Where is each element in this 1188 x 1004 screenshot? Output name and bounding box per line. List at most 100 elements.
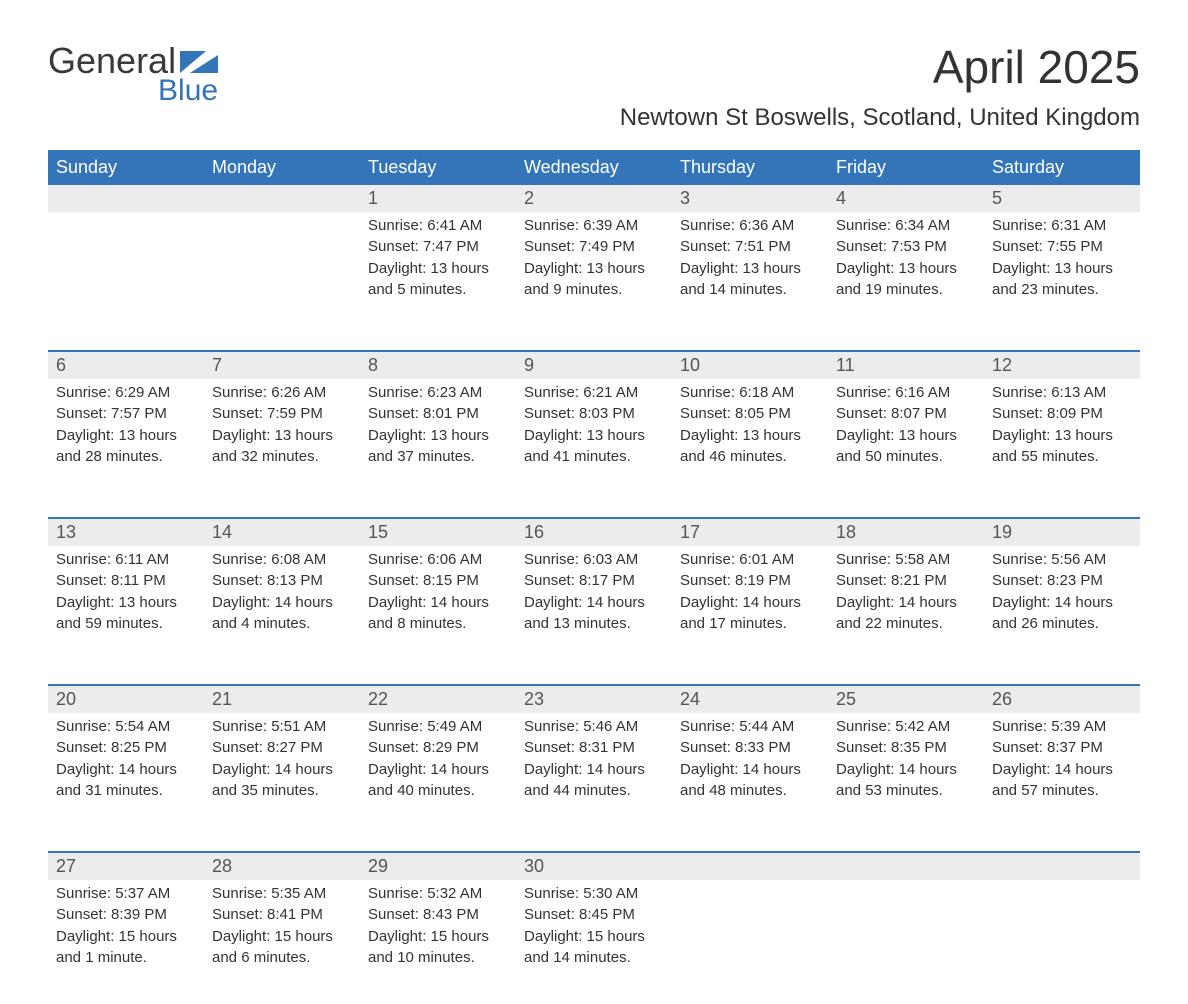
day-dl1: Daylight: 14 hours [212,593,352,613]
day-sunrise: Sunrise: 5:56 AM [992,550,1132,570]
day-sunset: Sunset: 8:21 PM [836,571,976,591]
day-sunrise: Sunrise: 6:26 AM [212,383,352,403]
day-number: 27 [48,853,204,880]
day-sunset: Sunset: 8:01 PM [368,404,508,424]
day-dl1: Daylight: 15 hours [56,927,196,947]
day-number: 4 [828,185,984,212]
day-sunrise: Sunrise: 6:36 AM [680,216,820,236]
day-number: 18 [828,519,984,546]
day-sunset: Sunset: 7:47 PM [368,237,508,257]
daynum-row: 12345 [48,185,1140,212]
day-dl1: Daylight: 13 hours [56,426,196,446]
logo: General Blue [48,40,218,108]
day-cell-body: Sunrise: 6:23 AMSunset: 8:01 PMDaylight:… [360,379,516,467]
day-cell: Sunrise: 5:58 AMSunset: 8:21 PMDaylight:… [828,546,984,670]
day-number: 25 [828,686,984,713]
day-dl1: Daylight: 13 hours [524,259,664,279]
day-number: 9 [516,352,672,379]
day-number: 2 [516,185,672,212]
day-number: 28 [204,853,360,880]
day-sunrise: Sunrise: 6:18 AM [680,383,820,403]
day-number: 26 [984,686,1140,713]
day-dl1: Daylight: 14 hours [212,760,352,780]
day-cell: Sunrise: 6:11 AMSunset: 8:11 PMDaylight:… [48,546,204,670]
day-dl1: Daylight: 14 hours [836,760,976,780]
day-cell: Sunrise: 6:23 AMSunset: 8:01 PMDaylight:… [360,379,516,503]
day-cell: Sunrise: 6:01 AMSunset: 8:19 PMDaylight:… [672,546,828,670]
day-sunrise: Sunrise: 5:32 AM [368,884,508,904]
day-sunrise: Sunrise: 5:49 AM [368,717,508,737]
day-cell-body: Sunrise: 5:49 AMSunset: 8:29 PMDaylight:… [360,713,516,801]
day-cell: Sunrise: 6:26 AMSunset: 7:59 PMDaylight:… [204,379,360,503]
day-cell: Sunrise: 6:16 AMSunset: 8:07 PMDaylight:… [828,379,984,503]
day-dl1: Daylight: 13 hours [680,259,820,279]
day-cell: Sunrise: 6:34 AMSunset: 7:53 PMDaylight:… [828,212,984,336]
day-cell-body: Sunrise: 5:46 AMSunset: 8:31 PMDaylight:… [516,713,672,801]
day-sunrise: Sunrise: 6:29 AM [56,383,196,403]
day-cell: Sunrise: 6:18 AMSunset: 8:05 PMDaylight:… [672,379,828,503]
day-cell: Sunrise: 6:06 AMSunset: 8:15 PMDaylight:… [360,546,516,670]
day-cell-body: Sunrise: 5:35 AMSunset: 8:41 PMDaylight:… [204,880,360,968]
day-cell-body: Sunrise: 6:06 AMSunset: 8:15 PMDaylight:… [360,546,516,634]
day-cell-body: Sunrise: 6:34 AMSunset: 7:53 PMDaylight:… [828,212,984,300]
daynum-row: 27282930 [48,851,1140,880]
day-sunset: Sunset: 8:27 PM [212,738,352,758]
day-sunrise: Sunrise: 6:31 AM [992,216,1132,236]
day-sunset: Sunset: 7:53 PM [836,237,976,257]
day-cell: Sunrise: 5:30 AMSunset: 8:45 PMDaylight:… [516,880,672,1004]
logo-line2: Blue [48,74,218,108]
day-sunset: Sunset: 7:51 PM [680,237,820,257]
day-sunrise: Sunrise: 5:42 AM [836,717,976,737]
day-dl2: and 26 minutes. [992,614,1132,634]
day-sunset: Sunset: 8:35 PM [836,738,976,758]
dayhead: Tuesday [360,150,516,185]
day-cell: Sunrise: 6:39 AMSunset: 7:49 PMDaylight:… [516,212,672,336]
day-cell: Sunrise: 5:54 AMSunset: 8:25 PMDaylight:… [48,713,204,837]
location: Newtown St Boswells, Scotland, United Ki… [620,104,1140,132]
day-cell: Sunrise: 5:35 AMSunset: 8:41 PMDaylight:… [204,880,360,1004]
weeks-container: 12345Sunrise: 6:41 AMSunset: 7:47 PMDayl… [48,185,1140,1004]
day-cell-body: Sunrise: 5:58 AMSunset: 8:21 PMDaylight:… [828,546,984,634]
day-cell-body: Sunrise: 5:32 AMSunset: 8:43 PMDaylight:… [360,880,516,968]
day-number: 14 [204,519,360,546]
day-dl2: and 17 minutes. [680,614,820,634]
dayhead: Saturday [984,150,1140,185]
day-dl1: Daylight: 15 hours [368,927,508,947]
day-sunset: Sunset: 7:49 PM [524,237,664,257]
day-cell-body: Sunrise: 6:11 AMSunset: 8:11 PMDaylight:… [48,546,204,634]
day-cell [984,880,1140,1004]
day-sunset: Sunset: 8:13 PM [212,571,352,591]
day-cell-body: Sunrise: 6:21 AMSunset: 8:03 PMDaylight:… [516,379,672,467]
day-dl1: Daylight: 14 hours [524,760,664,780]
day-number: 22 [360,686,516,713]
day-cell-body: Sunrise: 6:39 AMSunset: 7:49 PMDaylight:… [516,212,672,300]
day-dl2: and 6 minutes. [212,948,352,968]
day-cell [204,212,360,336]
day-cell-body: Sunrise: 6:03 AMSunset: 8:17 PMDaylight:… [516,546,672,634]
daynum-row: 20212223242526 [48,684,1140,713]
day-cell-body: Sunrise: 5:39 AMSunset: 8:37 PMDaylight:… [984,713,1140,801]
day-dl1: Daylight: 14 hours [992,760,1132,780]
day-cell: Sunrise: 6:08 AMSunset: 8:13 PMDaylight:… [204,546,360,670]
day-sunset: Sunset: 8:31 PM [524,738,664,758]
week-body-row: Sunrise: 6:29 AMSunset: 7:57 PMDaylight:… [48,379,1140,503]
week-body-row: Sunrise: 5:37 AMSunset: 8:39 PMDaylight:… [48,880,1140,1004]
day-sunrise: Sunrise: 6:06 AM [368,550,508,570]
day-sunset: Sunset: 8:11 PM [56,571,196,591]
day-dl2: and 14 minutes. [680,280,820,300]
day-dl1: Daylight: 15 hours [524,927,664,947]
day-sunrise: Sunrise: 6:11 AM [56,550,196,570]
day-sunset: Sunset: 8:17 PM [524,571,664,591]
day-cell-body: Sunrise: 5:30 AMSunset: 8:45 PMDaylight:… [516,880,672,968]
day-dl1: Daylight: 13 hours [836,426,976,446]
day-dl2: and 31 minutes. [56,781,196,801]
day-sunrise: Sunrise: 6:34 AM [836,216,976,236]
day-cell-body: Sunrise: 5:51 AMSunset: 8:27 PMDaylight:… [204,713,360,801]
day-dl2: and 44 minutes. [524,781,664,801]
day-sunset: Sunset: 8:25 PM [56,738,196,758]
daynum-row: 6789101112 [48,350,1140,379]
day-cell: Sunrise: 5:39 AMSunset: 8:37 PMDaylight:… [984,713,1140,837]
day-number: 17 [672,519,828,546]
day-number: 12 [984,352,1140,379]
day-cell-body: Sunrise: 6:36 AMSunset: 7:51 PMDaylight:… [672,212,828,300]
